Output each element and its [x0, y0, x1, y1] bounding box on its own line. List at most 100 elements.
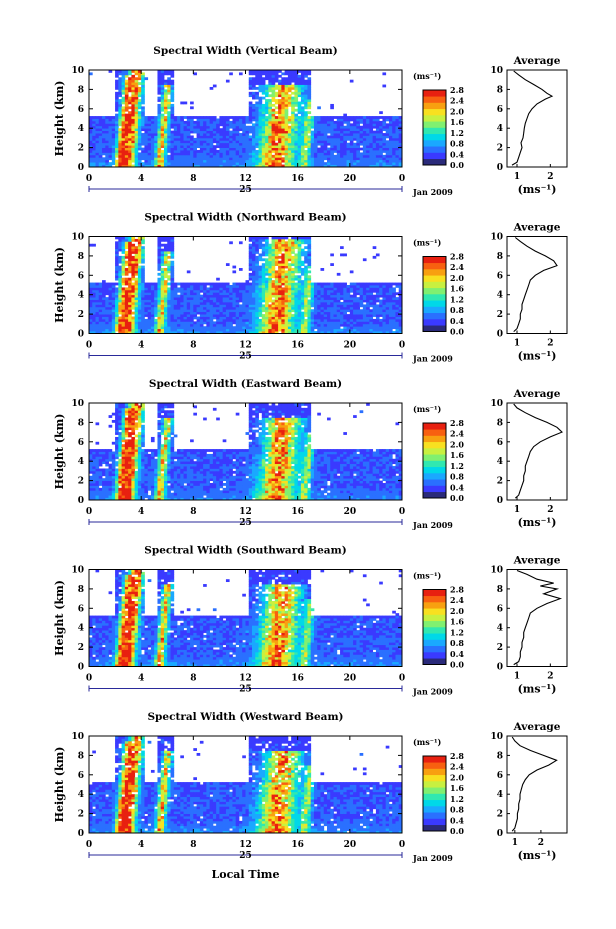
heatmap-cell [297, 116, 302, 119]
heatmap-cell [372, 159, 377, 163]
heatmap-cell [255, 137, 259, 141]
heatmap-cell [242, 297, 246, 300]
heatmap-cell [353, 142, 357, 146]
heatmap-cell [209, 321, 214, 325]
heatmap-cell [317, 326, 321, 330]
heatmap-cell [173, 118, 178, 122]
heatmap-cell [147, 135, 152, 139]
heatmap-cell [157, 311, 162, 315]
heatmap-cell [268, 299, 272, 303]
heatmap-cell [294, 299, 299, 303]
heatmap-cell [160, 152, 165, 156]
heatmap-cell [157, 251, 162, 254]
heatmap-cell [307, 147, 312, 151]
heatmap-cell [141, 314, 145, 317]
heatmap-cell [229, 162, 233, 165]
heatmap-cell [307, 331, 312, 334]
heatmap-cell [255, 246, 259, 250]
heatmap-cell [300, 145, 305, 148]
heatmap-cell [203, 159, 207, 163]
heatmap-cell [248, 154, 253, 158]
heatmap-cell [167, 316, 171, 320]
heatmap-cell [137, 164, 142, 168]
heatmap-cell [209, 323, 214, 327]
heatmap-cell [141, 120, 145, 124]
heatmap-cell [134, 326, 139, 330]
heatmap-cell [245, 135, 250, 139]
heatmap-cell [105, 118, 109, 122]
heatmap-cell [102, 285, 106, 288]
heatmap-cell [154, 287, 158, 291]
heatmap-cell [255, 277, 259, 281]
heatmap-cell [346, 116, 351, 119]
heatmap-cell [102, 145, 106, 148]
heatmap-cell [304, 113, 308, 117]
heatmap-cell [190, 157, 194, 161]
heatmap-cell [258, 159, 263, 163]
heatmap-cell [261, 111, 266, 115]
heatmap-cell [248, 243, 253, 247]
heatmap-cell [180, 162, 184, 165]
heatmap-cell [284, 248, 289, 252]
heatmap-cell [245, 130, 250, 134]
heatmap-cell [304, 159, 308, 163]
heatmap-cell [300, 86, 305, 90]
heatmap-cell [340, 140, 344, 144]
heatmap-cell [137, 140, 142, 144]
heatmap-cell [134, 154, 139, 158]
heatmap-cell [382, 133, 387, 136]
heatmap-cell [297, 130, 302, 134]
heatmap-cell [160, 306, 165, 310]
heatmap-cell [307, 241, 312, 245]
heatmap-cell [196, 137, 201, 141]
heatmap-cell [340, 285, 344, 288]
heatmap-cell [300, 140, 305, 144]
heatmap-cell [163, 243, 168, 247]
heatmap-cell [248, 116, 253, 119]
heatmap-cell [294, 164, 299, 168]
heatmap-cell [137, 154, 142, 158]
heatmap-cell [287, 282, 292, 286]
heatmap-cell [255, 154, 259, 158]
heatmap-cell [369, 123, 374, 127]
heatmap-cell [366, 116, 370, 119]
heatmap-cell [271, 316, 276, 320]
heatmap-cell [160, 311, 165, 315]
heatmap-cell [336, 297, 341, 300]
heatmap-cell [245, 154, 250, 158]
heatmap-cell [222, 328, 227, 332]
heatmap-cell [98, 162, 103, 165]
heatmap-cell [278, 111, 282, 115]
heatmap-cell [229, 297, 233, 300]
heatmap-cell [222, 154, 227, 158]
heatmap-cell [274, 86, 279, 90]
heatmap-cell [284, 120, 289, 124]
heatmap-cell [163, 150, 168, 153]
heatmap-cell [271, 79, 276, 83]
heatmap-cell [137, 137, 142, 141]
heatmap-cell [170, 72, 175, 76]
heatmap-cell [238, 314, 243, 317]
heatmap-cell [261, 70, 266, 73]
heatmap-cell [258, 306, 263, 310]
heatmap-cell [222, 294, 227, 298]
heatmap-cell [362, 157, 367, 161]
heatmap-cell [307, 120, 312, 124]
heatmap-cell [258, 96, 263, 100]
heatmap-cell [336, 304, 341, 308]
heatmap-cell [177, 164, 181, 168]
heatmap-cell [163, 258, 168, 262]
heatmap-cell [281, 79, 286, 83]
heatmap-cell [307, 282, 312, 286]
heatmap-cell [382, 120, 387, 124]
heatmap-cell [366, 311, 370, 315]
heatmap-cell [372, 306, 377, 310]
heatmap-cell [248, 118, 253, 122]
heatmap-cell [323, 128, 328, 132]
heatmap-cell [284, 326, 289, 330]
heatmap-cell [323, 130, 328, 134]
heatmap-cell [89, 243, 93, 247]
heatmap-cell [108, 326, 113, 330]
heatmap-cell [372, 311, 377, 315]
heatmap-cell [124, 263, 129, 266]
